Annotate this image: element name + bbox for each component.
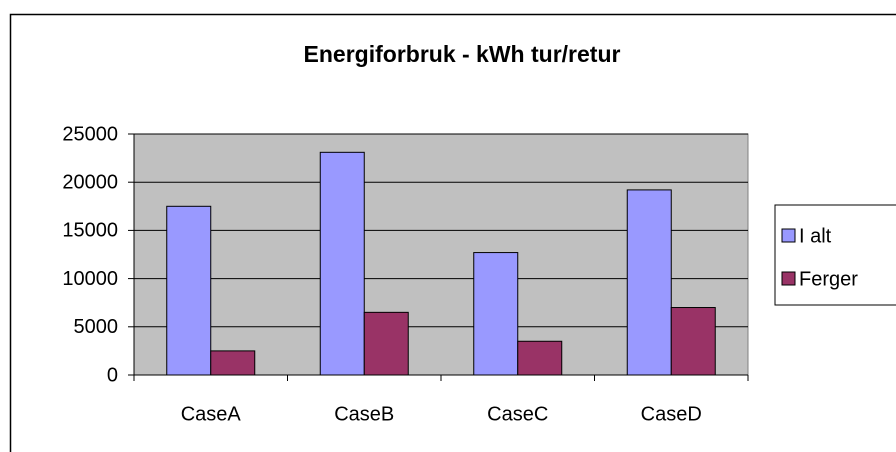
legend-label: I alt <box>799 225 832 247</box>
legend-box <box>774 204 896 306</box>
y-tick-label: 0 <box>107 364 118 386</box>
bar <box>363 311 409 376</box>
x-tick-label: CaseD <box>641 403 702 425</box>
bar <box>319 151 365 376</box>
y-tick-label: 10000 <box>62 268 118 290</box>
bar <box>626 189 672 376</box>
y-tick-label: 5000 <box>74 316 119 338</box>
bar <box>670 307 716 376</box>
bar <box>517 340 563 376</box>
legend-swatch <box>781 228 796 243</box>
y-tick-label: 15000 <box>62 220 118 242</box>
x-tick-label: CaseC <box>487 403 548 425</box>
chart-title: Energiforbruk - kWh tur/retur <box>304 41 621 67</box>
y-tick-label: 25000 <box>62 123 118 145</box>
y-tick-label: 20000 <box>62 171 118 193</box>
x-tick-label: CaseA <box>181 403 242 425</box>
bar <box>166 205 212 376</box>
bar <box>210 350 256 376</box>
bar <box>473 252 519 376</box>
legend-label: Ferger <box>799 268 858 290</box>
x-tick-label: CaseB <box>334 403 394 425</box>
legend-swatch <box>781 271 796 286</box>
